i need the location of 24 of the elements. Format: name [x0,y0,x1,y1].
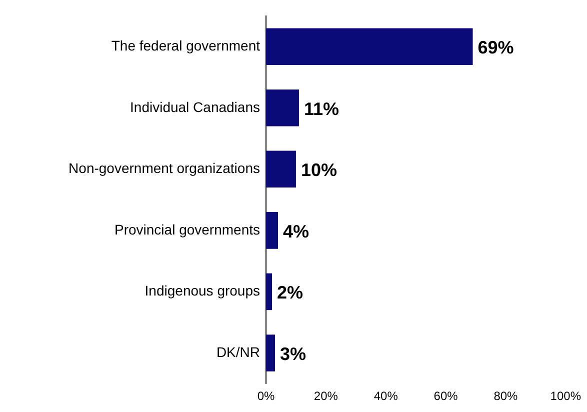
y-tick-label: Individual Canadians [130,98,260,115]
x-tick-label: 80% [494,389,518,404]
y-tick-label: Indigenous groups [144,282,260,299]
x-tick-label: 0% [257,389,275,404]
data-label: 3% [280,344,306,364]
bar [266,28,473,66]
x-tick-label: 40% [374,389,398,404]
data-label: 4% [282,221,309,242]
data-label: 2% [276,282,304,303]
data-label: 69% [478,38,514,58]
bar [266,273,272,310]
x-tick-label: 60% [434,389,458,404]
x-tick-label: 20% [314,389,338,404]
bar [266,212,278,249]
bar [266,150,296,188]
y-tick-label: Provincial governments [114,221,260,238]
y-tick-label: Non-government organizations [68,160,260,176]
y-tick-label: The federal government [111,37,260,54]
x-tick-label: 100% [550,389,582,404]
bar [266,334,275,372]
data-label: 10% [300,160,337,180]
data-label: 11% [304,98,340,119]
bar [266,90,299,126]
y-tick-label: DK/NR [216,344,260,360]
